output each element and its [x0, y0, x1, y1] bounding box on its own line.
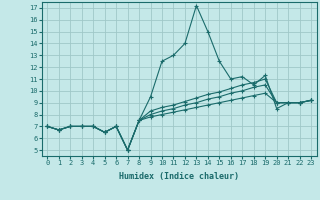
X-axis label: Humidex (Indice chaleur): Humidex (Indice chaleur): [119, 172, 239, 181]
